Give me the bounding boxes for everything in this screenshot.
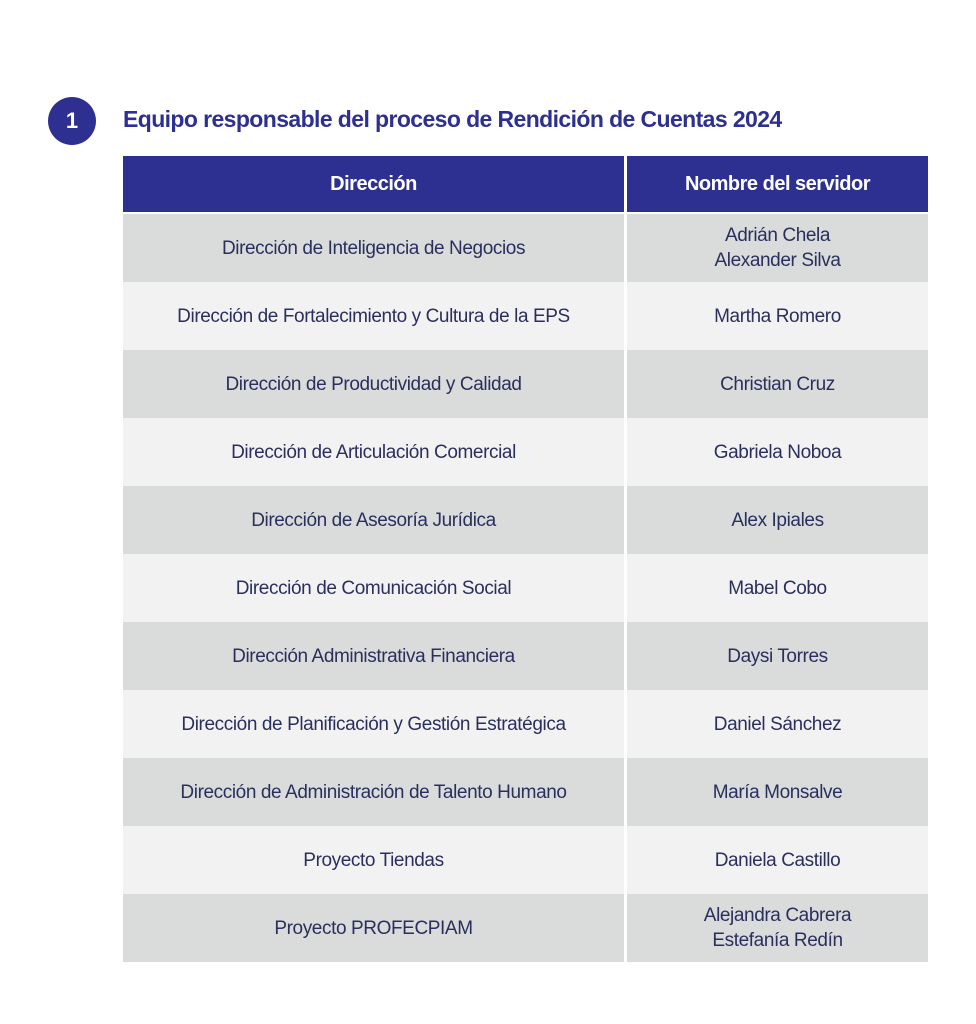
direccion-cell: Dirección de Comunicación Social — [123, 554, 624, 622]
servidor-name: Alexander Silva — [714, 250, 841, 271]
table-body: Dirección de Inteligencia de Negocios Adr… — [123, 214, 928, 962]
servidor-name: Gabriela Noboa — [713, 441, 842, 463]
servidor-cell: Christian Cruz — [627, 350, 928, 418]
direccion-cell: Dirección de Inteligencia de Negocios — [123, 214, 624, 282]
servidor-name: Daysi Torres — [727, 645, 828, 667]
table-row: Dirección de Fortalecimiento y Cultura d… — [123, 282, 928, 350]
header-direccion: Dirección — [123, 156, 624, 212]
direccion-cell: Dirección Administrativa Financiera — [123, 622, 624, 690]
table-row: Dirección de Administración de Talento H… — [123, 758, 928, 826]
table-row: Proyecto PROFECPIAM Alejandra Cabrera Este… — [123, 894, 928, 962]
servidor-name: Daniela Castillo — [714, 849, 841, 871]
table-row: Dirección de Comunicación Social Mabel Co… — [123, 554, 928, 622]
servidor-cell: Mabel Cobo — [627, 554, 928, 622]
table-header-row: Dirección Nombre del servidor — [123, 156, 928, 212]
servidor-name: María Monsalve — [712, 781, 843, 803]
table-row: Dirección de Asesoría Jurídica Alex Ipial… — [123, 486, 928, 554]
direccion-cell: Dirección de Planificación y Gestión Est… — [123, 690, 624, 758]
direccion-cell: Dirección de Fortalecimiento y Cultura d… — [123, 282, 624, 350]
servidor-name: Daniel Sánchez — [713, 713, 842, 735]
servidor-name: Mabel Cobo — [728, 577, 827, 599]
servidor-name: Alejandra Cabrera — [703, 905, 852, 926]
table-row: Dirección Administrativa Financiera Daysi… — [123, 622, 928, 690]
direccion-cell: Dirección de Administración de Talento H… — [123, 758, 624, 826]
table-row: Dirección de Articulación Comercial Gabri… — [123, 418, 928, 486]
table-row: Proyecto Tiendas Daniela Castillo — [123, 826, 928, 894]
servidor-name: Adrián Chela — [724, 225, 831, 246]
servidor-name: Alex Ipiales — [731, 509, 824, 531]
servidor-cell: Adrián Chela Alexander Silva — [627, 214, 928, 282]
servidor-cell: María Monsalve — [627, 758, 928, 826]
direccion-cell: Dirección de Productividad y Calidad — [123, 350, 624, 418]
direccion-cell: Proyecto Tiendas — [123, 826, 624, 894]
section-number: 1 — [65, 108, 79, 133]
servidor-cell: Alejandra Cabrera Estefanía Redín — [627, 894, 928, 962]
servidor-name: Martha Romero — [714, 305, 841, 327]
servidor-cell: Daniel Sánchez — [627, 690, 928, 758]
direccion-cell: Dirección de Articulación Comercial — [123, 418, 624, 486]
servidor-cell: Gabriela Noboa — [627, 418, 928, 486]
table-row: Dirección de Inteligencia de Negocios Adr… — [123, 214, 928, 282]
servidor-cell: Alex Ipiales — [627, 486, 928, 554]
responsible-team-table: Dirección Nombre del servidor Dirección … — [123, 156, 928, 962]
servidor-cell: Daniela Castillo — [627, 826, 928, 894]
servidor-cell: Martha Romero — [627, 282, 928, 350]
section-title: Equipo responsable del proceso de Rendic… — [123, 106, 782, 132]
table-row: Dirección de Productividad y Calidad Chri… — [123, 350, 928, 418]
servidor-name: Christian Cruz — [720, 373, 835, 395]
header-servidor: Nombre del servidor — [627, 156, 928, 212]
section-number-badge: 1 — [48, 97, 96, 145]
servidor-cell: Daysi Torres — [627, 622, 928, 690]
direccion-cell: Proyecto PROFECPIAM — [123, 894, 624, 962]
table-row: Dirección de Planificación y Gestión Est… — [123, 690, 928, 758]
servidor-name: Estefanía Redín — [712, 930, 843, 951]
direccion-cell: Dirección de Asesoría Jurídica — [123, 486, 624, 554]
